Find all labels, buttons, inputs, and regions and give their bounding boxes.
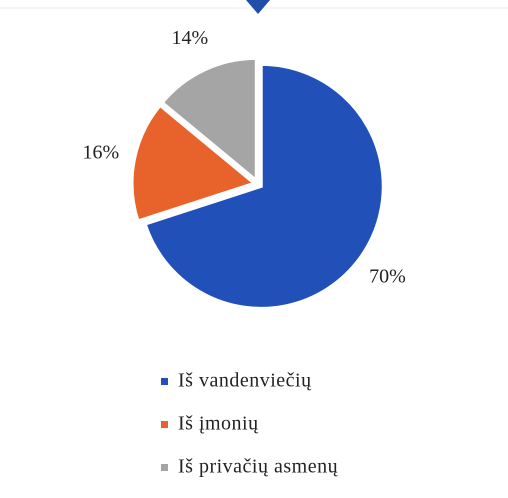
pie-slice xyxy=(143,62,385,310)
data-label: 16% xyxy=(82,142,119,164)
legend: Iš vandenviečių Iš įmonių Iš privačių asme… xyxy=(161,370,339,478)
pie-slice xyxy=(130,103,258,223)
legend-label: Iš vandenviečių xyxy=(178,370,312,392)
data-label: 14% xyxy=(172,27,209,49)
legend-swatch xyxy=(161,421,168,428)
legend-label: Iš įmonių xyxy=(178,413,259,435)
legend-swatch xyxy=(161,378,168,385)
decoration-marker xyxy=(246,0,270,14)
data-label: 70% xyxy=(369,266,406,288)
legend-swatch xyxy=(161,464,168,471)
pie-slice xyxy=(160,56,258,184)
legend-label: Iš privačių asmenų xyxy=(178,456,339,478)
pie: 70% 16% 14% xyxy=(82,27,406,310)
